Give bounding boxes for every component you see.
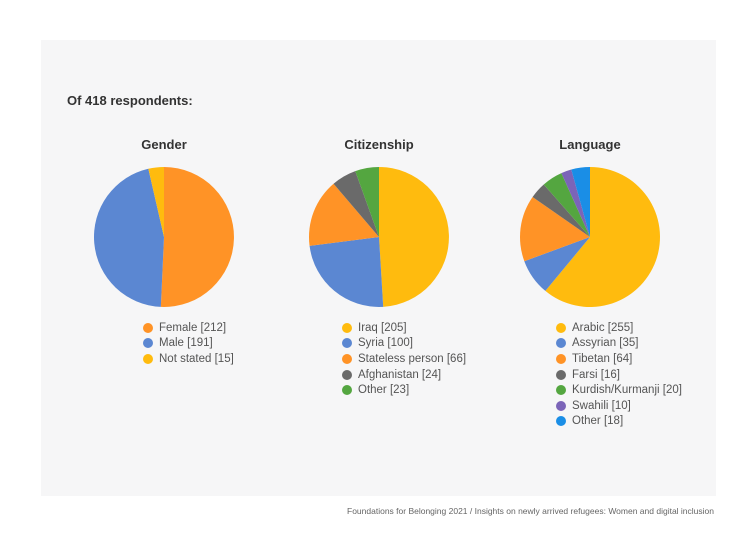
gender-legend-item-female: Female [212] bbox=[143, 320, 234, 336]
language-pie-slice-farsi bbox=[532, 184, 590, 237]
legend-swatch bbox=[556, 385, 566, 396]
legend-label: Not stated [15] bbox=[159, 352, 234, 365]
legend-label: Afghanistan [24] bbox=[358, 368, 442, 381]
citizenship-legend-item-other: Other [23] bbox=[342, 382, 466, 398]
legend-swatch bbox=[342, 369, 352, 380]
language-legend-item-tibetan: Tibetan [64] bbox=[556, 351, 682, 367]
citizenship-legend: Iraq [205] Syria [100] Stateless person [6… bbox=[342, 320, 466, 398]
legend-label: Farsi [16] bbox=[572, 368, 620, 381]
legend-swatch bbox=[556, 369, 566, 380]
legend-label: Other [23] bbox=[358, 384, 410, 397]
language-legend-item-farsi: Farsi [16] bbox=[556, 367, 682, 383]
legend-label: Iraq [205] bbox=[358, 321, 407, 334]
language-legend-item-kurdish-kurmanji: Kurdish/Kurmanji [20] bbox=[556, 382, 682, 398]
legend-swatch bbox=[556, 338, 566, 349]
legend-swatch bbox=[556, 416, 566, 427]
legend-label: Female [212] bbox=[159, 321, 227, 334]
citizenship-pie bbox=[308, 167, 449, 307]
language-pie-slice-kurdish-kurmanji bbox=[543, 173, 590, 237]
legend-label: Kurdish/Kurmanji [20] bbox=[572, 384, 682, 397]
legend-swatch bbox=[342, 353, 352, 364]
citizenship-chart-title: Citizenship bbox=[344, 137, 414, 152]
legend-swatch bbox=[143, 322, 153, 333]
legend-label: Stateless person [66] bbox=[358, 352, 467, 365]
legend-label: Tibetan [64] bbox=[572, 352, 633, 365]
gender-chart-title: Gender bbox=[141, 137, 187, 152]
language-pie-slice-tibetan bbox=[519, 196, 590, 262]
language-pie bbox=[519, 167, 660, 307]
legend-swatch bbox=[143, 353, 153, 364]
gender-pie bbox=[93, 167, 234, 307]
language-legend-item-other: Other [18] bbox=[556, 414, 682, 430]
legend-swatch bbox=[556, 353, 566, 364]
gender-pie-slice-male bbox=[93, 168, 164, 307]
citizenship-pie-slice-iraq bbox=[379, 167, 449, 307]
gender-legend-item-not-stated: Not stated [15] bbox=[143, 351, 234, 367]
language-legend-item-arabic: Arabic [255] bbox=[556, 320, 682, 336]
language-legend: Arabic [255] Assyrian [35] Tibetan [64] Far… bbox=[556, 320, 682, 429]
source-note: Foundations for Belonging 2021 / Insight… bbox=[347, 506, 714, 516]
language-pie-slice-arabic bbox=[545, 167, 660, 307]
language-legend-item-swahili: Swahili [10] bbox=[556, 398, 682, 414]
legend-label: Assyrian [35] bbox=[572, 337, 639, 350]
citizenship-pie-slice-syria bbox=[309, 237, 384, 307]
gender-legend: Female [212] Male [191] Not stated [15] bbox=[143, 320, 234, 367]
legend-label: Other [18] bbox=[572, 415, 624, 428]
legend-label: Male [191] bbox=[159, 337, 213, 350]
language-chart-title: Language bbox=[559, 137, 621, 152]
legend-label: Syria [100] bbox=[358, 337, 413, 350]
citizenship-pie-slice-other bbox=[355, 167, 379, 237]
legend-swatch bbox=[143, 338, 153, 349]
legend-swatch bbox=[556, 400, 566, 411]
language-pie-slice-assyrian bbox=[524, 237, 590, 291]
citizenship-pie-slice-stateless-person bbox=[308, 183, 379, 246]
citizenship-legend-item-syria: Syria [100] bbox=[342, 336, 466, 352]
citizenship-legend-item-stateless-person: Stateless person [66] bbox=[342, 351, 466, 367]
language-legend-item-assyrian: Assyrian [35] bbox=[556, 336, 682, 352]
legend-swatch bbox=[342, 322, 352, 333]
legend-label: Arabic [255] bbox=[572, 321, 634, 334]
legend-swatch bbox=[342, 338, 352, 349]
citizenship-legend-item-afghanistan: Afghanistan [24] bbox=[342, 367, 466, 383]
gender-legend-item-male: Male [191] bbox=[143, 336, 234, 352]
legend-label: Swahili [10] bbox=[572, 399, 631, 412]
gender-pie-slice-not-stated bbox=[148, 167, 164, 237]
legend-swatch bbox=[556, 322, 566, 333]
respondents-heading: Of 418 respondents: bbox=[67, 93, 193, 108]
citizenship-pie-slice-afghanistan bbox=[333, 171, 379, 237]
gender-pie-slice-female bbox=[160, 167, 234, 307]
legend-swatch bbox=[342, 385, 352, 396]
citizenship-legend-item-iraq: Iraq [205] bbox=[342, 320, 466, 336]
language-pie-slice-swahili bbox=[561, 169, 590, 237]
language-pie-slice-other bbox=[571, 167, 590, 237]
